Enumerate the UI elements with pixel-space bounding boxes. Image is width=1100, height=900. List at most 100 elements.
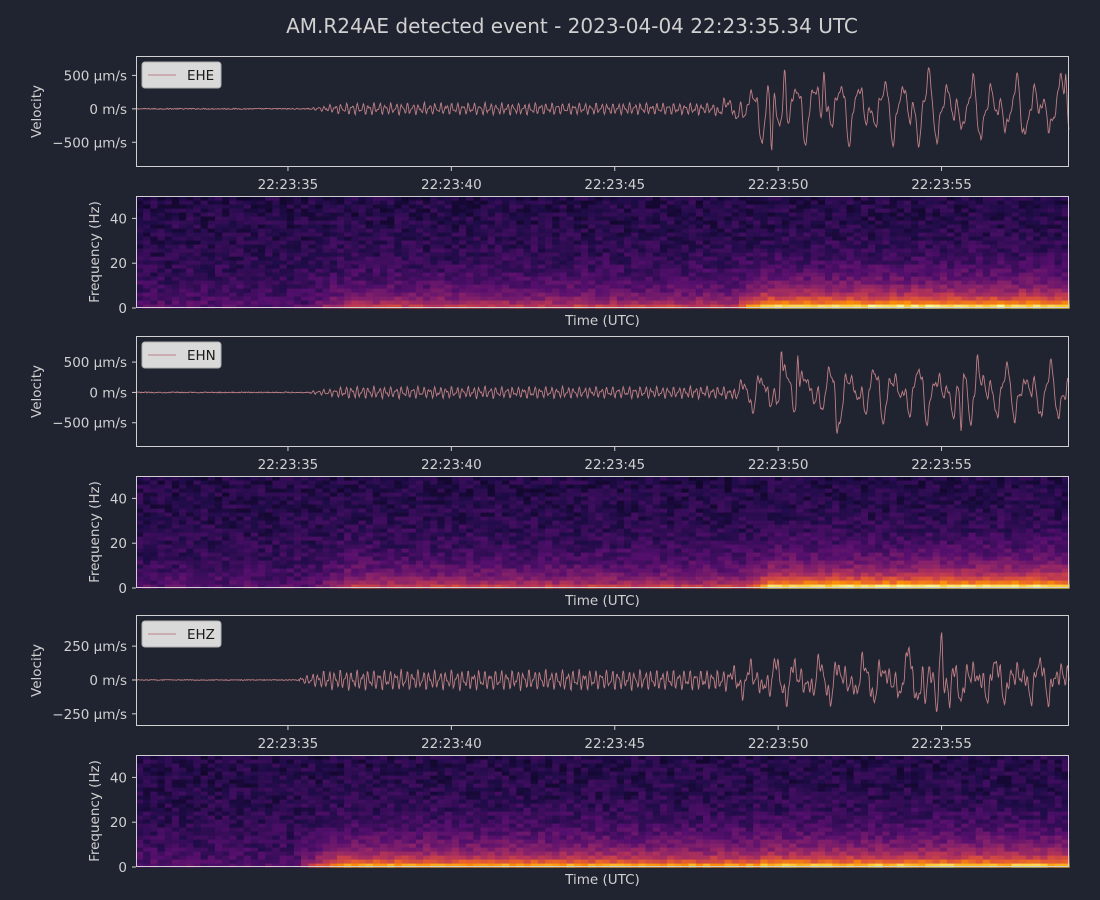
spectrogram-cell [186, 516, 195, 521]
spectrogram-cell [1054, 288, 1063, 293]
spectrogram-cell [171, 576, 180, 581]
spectrogram-cell [631, 224, 639, 229]
spectrogram-cell [580, 260, 589, 265]
spectrogram-cell [401, 572, 410, 577]
spectrogram-cell [537, 224, 546, 229]
spectrogram-cell [401, 512, 410, 517]
spectrogram-cell [839, 276, 848, 281]
spectrogram-cell [1018, 276, 1027, 281]
spectrogram-cell [796, 264, 805, 269]
spectrogram-cell [423, 240, 431, 245]
spectrogram-cell [444, 564, 453, 569]
spectrogram-cell [408, 292, 417, 297]
spectrogram-cell [602, 280, 611, 285]
spectrogram-cell [315, 212, 324, 217]
spectrogram-cell [573, 208, 582, 213]
spectrogram-cell [265, 508, 273, 513]
spectrogram-cell [351, 540, 360, 545]
spectrogram-cell [853, 204, 862, 209]
spectrogram-cell [588, 260, 596, 265]
spectrogram-cell [975, 216, 984, 221]
spectrogram-cell [1061, 244, 1070, 249]
spectrogram-cell [236, 232, 245, 237]
spectrogram-cell [1047, 240, 1056, 245]
spectrogram-cell [466, 256, 474, 261]
spectrogram-cell [286, 240, 295, 245]
spectrogram-cell [315, 580, 324, 585]
spectrogram-cell [588, 196, 596, 201]
spectrogram-cell [781, 232, 790, 237]
spectrogram-cell [875, 208, 883, 213]
spectrogram-cell [344, 288, 352, 293]
spectrogram-cell [516, 196, 525, 201]
spectrogram-cell [710, 252, 718, 257]
spectrogram-cell [301, 280, 309, 285]
spectrogram-cell [444, 532, 453, 537]
spectrogram-cell [1004, 304, 1013, 309]
spectrogram-cell [258, 556, 266, 561]
spectrogram-cell [222, 520, 230, 525]
spectrogram-cell [408, 576, 417, 581]
spectrogram-cell [387, 212, 395, 217]
spectrogram-cell [487, 280, 496, 285]
spectrogram-cell [408, 500, 417, 505]
spectrogram-cell [803, 216, 812, 221]
spectrogram-cell [595, 236, 604, 241]
spectrogram-cell [423, 236, 431, 241]
spectrogram-cell [444, 296, 453, 301]
spectrogram-cell [580, 196, 589, 201]
spectrogram-cell [265, 276, 273, 281]
spectrogram-cell [344, 476, 352, 481]
spectrogram-cell [265, 476, 273, 481]
spectrogram-cell [710, 216, 718, 221]
spectrogram-cell [344, 568, 352, 573]
spectrogram-cell [875, 200, 883, 205]
spectrogram-cell [487, 200, 496, 205]
spectrogram-cell [710, 292, 718, 297]
spectrogram-cell [344, 220, 352, 225]
spectrogram-cell [415, 548, 424, 553]
spectrogram-cell [789, 224, 797, 229]
spectrogram-cell [473, 288, 482, 293]
spectrogram-cell [200, 304, 209, 309]
spectrogram-cell [344, 516, 352, 521]
spectrogram-cell [351, 476, 360, 481]
spectrogram-cell [157, 480, 166, 485]
spectrogram-cell [961, 224, 970, 229]
spectrogram-cell [329, 548, 338, 553]
spectrogram-cell [717, 304, 726, 309]
spectrogram-cell [717, 264, 726, 269]
spectrogram-cell [401, 580, 410, 585]
spectrogram-cell [179, 512, 187, 517]
spectrogram-cell [939, 204, 948, 209]
spectrogram-cell [975, 248, 984, 253]
spectrogram-cell [186, 300, 195, 305]
spectrogram-cell [179, 532, 187, 537]
spectrogram-cell [430, 216, 439, 221]
spectrogram-cell [853, 228, 862, 233]
spectrogram-cell [1033, 224, 1041, 229]
spectrogram-cell [222, 252, 230, 257]
spectrogram-cell [344, 548, 352, 553]
spectrogram-cell [408, 212, 417, 217]
spectrogram-cell [236, 240, 245, 245]
spectrogram-cell [207, 304, 216, 309]
spectrogram-cell [846, 236, 855, 241]
spectrogram-cell [552, 212, 561, 217]
spectrogram-cell [336, 288, 345, 293]
spectrogram-cell [243, 560, 252, 565]
spectrogram-cell [803, 284, 812, 289]
spectrogram-cell [674, 248, 683, 253]
spectrogram-cell [1061, 300, 1070, 305]
spectrogram-cell [537, 264, 546, 269]
spectrogram-cell [236, 284, 245, 289]
legend-box [141, 61, 222, 89]
spectrogram-cell [293, 548, 302, 553]
spectrogram-cell [344, 224, 352, 229]
spectrogram-cell [186, 304, 195, 309]
spectrogram-cell [559, 196, 568, 201]
spectrogram-cell [875, 252, 883, 257]
spectrogram-cell [566, 228, 575, 233]
spectrogram-cell [322, 296, 331, 301]
spectrogram-cell [358, 256, 367, 261]
